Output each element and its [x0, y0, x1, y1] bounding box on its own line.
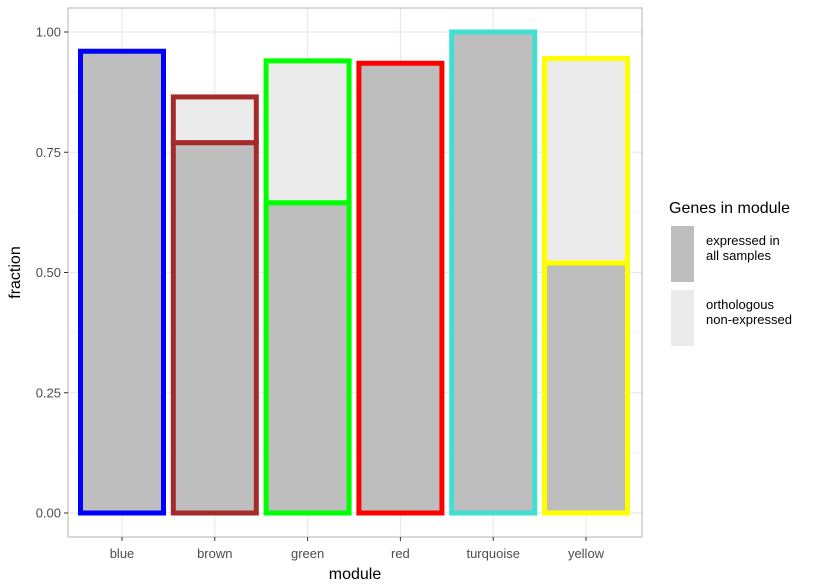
x-axis-title: module [329, 566, 382, 583]
x-tick-label: brown [197, 546, 232, 561]
legend-title: Genes in module [669, 200, 790, 217]
bar-blue-segment-1 [78, 48, 166, 516]
y-tick-label: 0.00 [36, 506, 61, 521]
legend-key-1 [671, 226, 694, 282]
x-tick-label: red [391, 546, 410, 561]
y-axis-ticks: 0.00 0.25 0.50 0.75 1.00 [36, 25, 68, 521]
bar-green-segment-1 [263, 200, 352, 516]
bar-green-segment-2 [263, 58, 352, 206]
bar-red-segment-1 [356, 60, 445, 516]
bar-brown-segment-1 [170, 140, 259, 516]
y-tick-label: 0.25 [36, 385, 61, 400]
x-axis-ticks: blue brown green red turquoise yellow [110, 537, 605, 561]
bar-yellow-segment-2 [542, 55, 630, 266]
bar-yellow-segment-1 [542, 260, 630, 516]
x-tick-label: green [291, 546, 324, 561]
y-tick-label: 0.75 [36, 145, 61, 160]
y-tick-label: 1.00 [36, 25, 61, 40]
legend-label-1: all samples [706, 248, 772, 263]
x-tick-label: turquoise [466, 546, 519, 561]
legend-label-2: non-expressed [706, 312, 792, 327]
legend-label-1: expressed in [706, 233, 780, 248]
legend-key-2 [671, 290, 694, 346]
bar-brown-segment-2 [170, 94, 259, 146]
x-tick-label: blue [110, 546, 135, 561]
x-tick-label: yellow [568, 546, 605, 561]
y-axis-title: fraction [7, 246, 24, 298]
bars [78, 29, 630, 516]
legend-label-2: orthologous [706, 297, 774, 312]
y-tick-label: 0.50 [36, 265, 61, 280]
bar-turquoise-segment-1 [449, 29, 538, 516]
